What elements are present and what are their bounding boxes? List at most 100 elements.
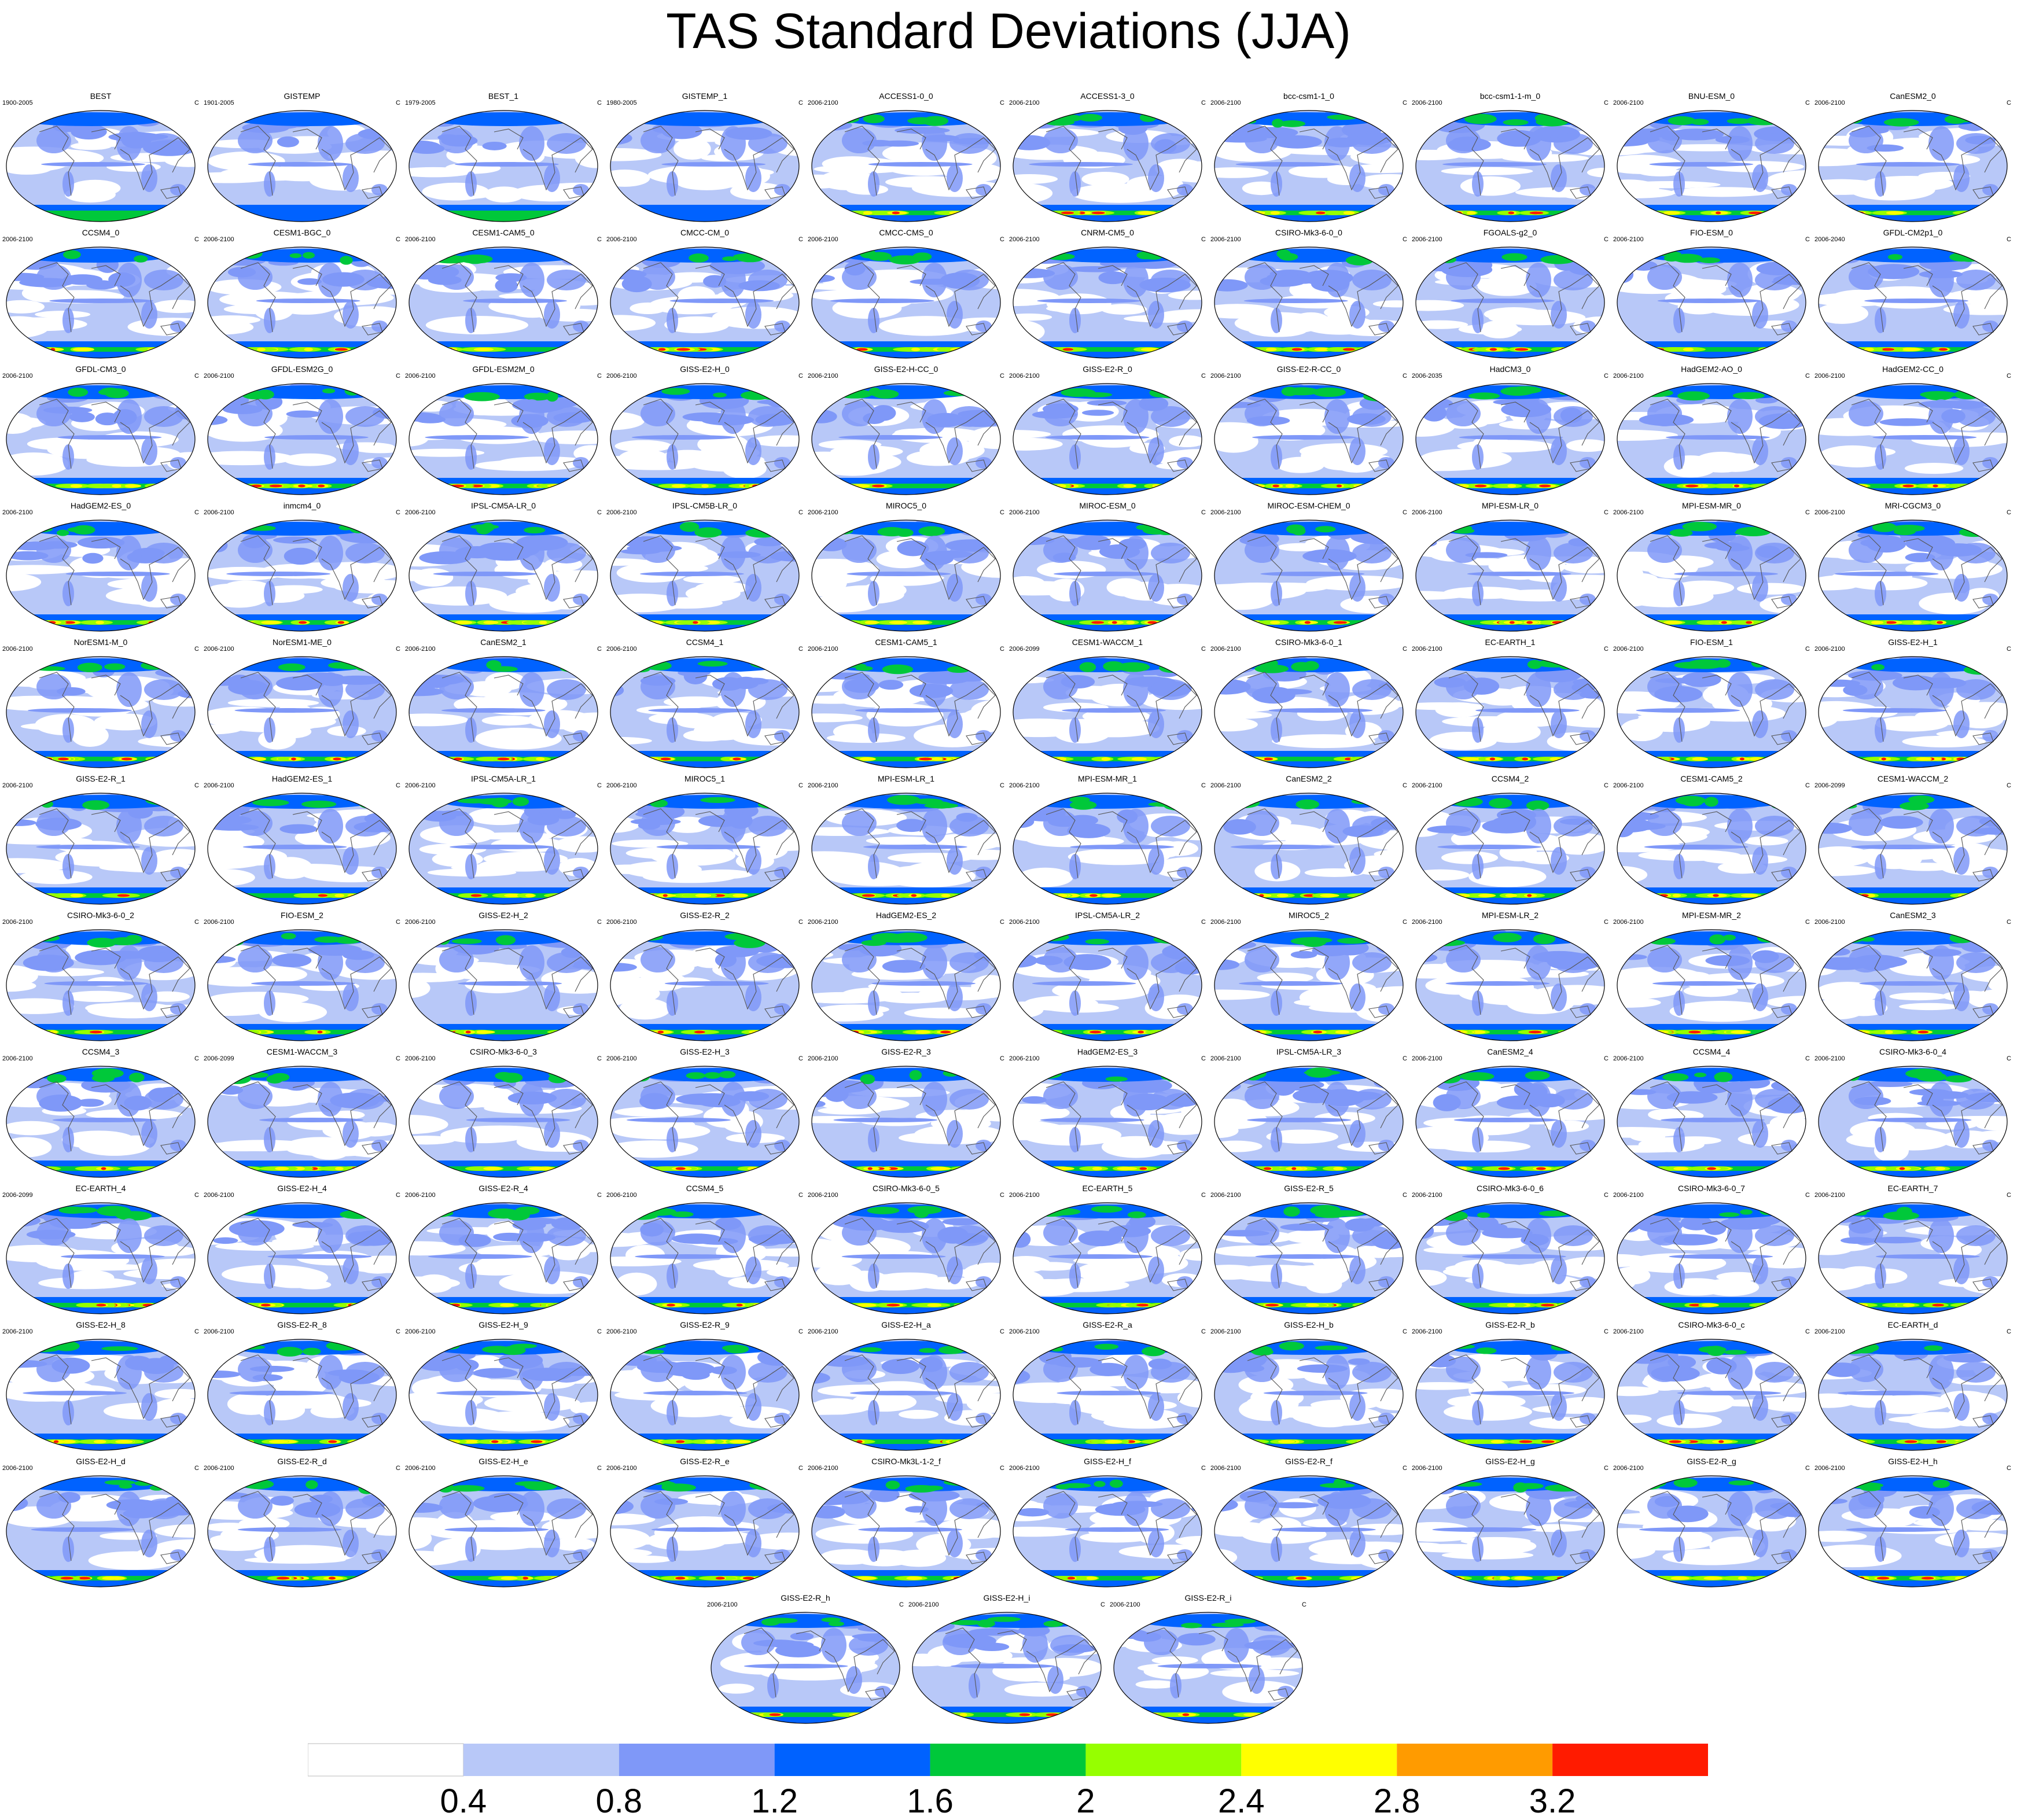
- world-map: [206, 928, 398, 1042]
- panel-period: 2006-2100: [2, 782, 33, 789]
- panel-unit: C: [1403, 782, 1407, 789]
- colorbar: [308, 1743, 1708, 1777]
- panel-period: 2006-2100: [2, 236, 33, 243]
- panel-unit: C: [194, 373, 199, 380]
- panel-period: 1901-2005: [204, 100, 234, 106]
- panel-unit: C: [2007, 1192, 2011, 1199]
- world-map: [206, 791, 398, 906]
- panel-period: 2006-2100: [1613, 1192, 1644, 1199]
- panel-unit: C: [798, 1192, 803, 1199]
- panel-unit: C: [1805, 1192, 1810, 1199]
- panel-unit: C: [1805, 1055, 1810, 1062]
- panel-unit: C: [1604, 1055, 1609, 1062]
- panel-period: 2006-2100: [1210, 100, 1241, 106]
- panel-period: 2006-2100: [606, 1465, 637, 1472]
- panel-period: 2006-2100: [1210, 919, 1241, 926]
- panel-unit: C: [194, 509, 199, 516]
- panel-unit: C: [597, 919, 602, 926]
- colorbar-label: 0.8: [573, 1784, 665, 1819]
- panel-period: 2006-2100: [2, 509, 33, 516]
- panel-unit: C: [1201, 236, 1206, 243]
- panel-period: 2006-2100: [1412, 1328, 1442, 1335]
- world-map: [5, 245, 197, 360]
- panel-unit: C: [396, 782, 400, 789]
- world-map: [609, 928, 801, 1042]
- panel-unit: C: [194, 100, 199, 106]
- world-map: [1414, 1064, 1606, 1179]
- world-map: [407, 382, 599, 496]
- panel-period: 2006-2100: [606, 1328, 637, 1335]
- panel-unit: C: [1403, 1465, 1407, 1472]
- world-map: [1011, 928, 1203, 1042]
- panel-unit: C: [798, 509, 803, 516]
- panel-unit: C: [1403, 373, 1407, 380]
- world-map: [609, 655, 801, 769]
- world-map: [810, 1474, 1002, 1589]
- world-map: [1112, 1611, 1304, 1725]
- world-map: [1213, 1064, 1405, 1179]
- panel-period: 2006-2100: [606, 646, 637, 653]
- panel-unit: C: [1201, 782, 1206, 789]
- world-map: [1817, 1064, 2009, 1179]
- panel-period: 2006-2100: [1210, 1328, 1241, 1335]
- panel-unit: C: [396, 646, 400, 653]
- panel-unit: C: [798, 1328, 803, 1335]
- panel-period: 2006-2100: [1009, 100, 1040, 106]
- panel-period: 2006-2100: [1613, 782, 1644, 789]
- world-map: [5, 1064, 197, 1179]
- world-map: [609, 382, 801, 496]
- panel-unit: C: [1604, 509, 1609, 516]
- world-map: [206, 518, 398, 633]
- panel-period: 2006-2100: [204, 919, 234, 926]
- panel-period: 2006-2100: [606, 1192, 637, 1199]
- panel-period: 2006-2100: [808, 646, 838, 653]
- world-map: [1414, 1338, 1606, 1452]
- panel-period: 2006-2100: [1412, 100, 1442, 106]
- panel-period: 2006-2099: [2, 1192, 33, 1199]
- panel-unit: C: [1000, 1328, 1004, 1335]
- panel-unit: C: [798, 919, 803, 926]
- world-map: [5, 1201, 197, 1316]
- world-map: [1414, 1201, 1606, 1316]
- world-map: [206, 655, 398, 769]
- world-map: [407, 518, 599, 633]
- world-map: [1414, 382, 1606, 496]
- panel-unit: C: [597, 646, 602, 653]
- colorbar-segment: [1241, 1744, 1397, 1776]
- panel-period: 2006-2099: [1814, 782, 1845, 789]
- panel-period: 2006-2100: [1613, 1328, 1644, 1335]
- panel-period: 2006-2100: [2, 1055, 33, 1062]
- world-map: [5, 518, 197, 633]
- panel-period: 2006-2100: [204, 373, 234, 380]
- world-map: [1817, 655, 2009, 769]
- panel-unit: C: [194, 1055, 199, 1062]
- panel-unit: C: [2007, 236, 2011, 243]
- panel-period: 2006-2100: [808, 919, 838, 926]
- world-map: [810, 791, 1002, 906]
- panel-period: 2006-2100: [1009, 1328, 1040, 1335]
- panel-unit: C: [1805, 919, 1810, 926]
- world-map: [407, 245, 599, 360]
- panel-period: 2006-2100: [808, 1465, 838, 1472]
